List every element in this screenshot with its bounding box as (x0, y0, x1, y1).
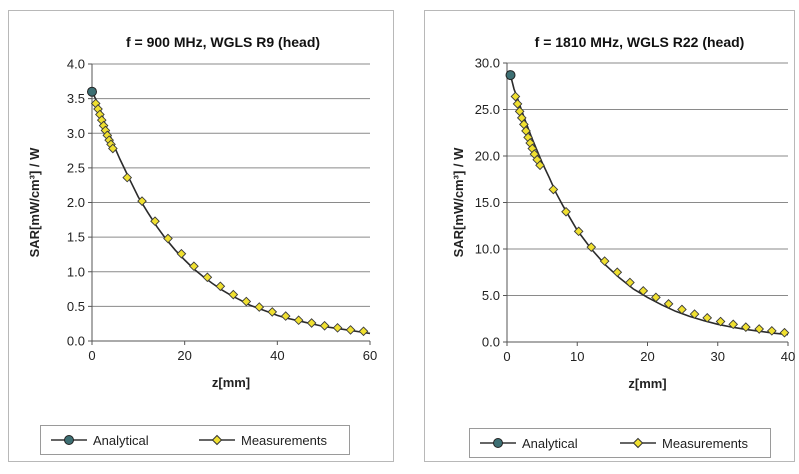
chart1-ytick-label-1: 5.0 (482, 288, 500, 303)
chart1-ytick-label-0: 0.0 (482, 335, 500, 350)
chart0-xtick-label-1: 20 (177, 348, 191, 363)
chart1-measurement-point-26 (728, 319, 739, 330)
chart0-measurement-point-17 (215, 281, 226, 292)
chart1-title: f = 1810 MHz, WGLS R22 (head) (535, 34, 745, 50)
chart0-measurement-point-24 (306, 318, 317, 328)
chart1-ytick-label-4: 20.0 (475, 149, 500, 164)
chart-1810mhz: f = 1810 MHz, WGLS R22 (head) 0.0 5.0 10.0 1… (451, 34, 795, 391)
legend-analytical-marker-icon (493, 438, 503, 448)
legend-measurements-label: Measurements (241, 433, 327, 448)
chart-panel-1810mhz: f = 1810 MHz, WGLS R22 (head) 0.0 5.0 10.0 1… (424, 10, 795, 462)
chart0-measurement-point-20 (254, 302, 265, 312)
legend-1810mhz: Analytical Measurements (469, 428, 771, 458)
chart0-measurement-point-16 (202, 272, 213, 283)
chart0-ytick-label-2: 1.0 (67, 264, 85, 279)
chart0-measurement-point-22 (280, 311, 291, 321)
chart0-measurement-point-9 (108, 143, 118, 154)
chart1-xtick-label-1: 10 (570, 349, 584, 364)
chart1-measurement-point-15 (586, 242, 597, 252)
chart0-measurement-point-26 (332, 323, 343, 333)
chart0-ytick-label-4: 2.0 (67, 195, 85, 210)
legend-swatches-1810mhz (480, 437, 656, 449)
chart1-measurement-point-12 (548, 184, 559, 195)
chart-panel-900mhz: f = 900 MHz, WGLS R9 (head) 0.0 0.5 1.0 1.5 2… (8, 10, 394, 462)
legend-measurements-label: Measurements (662, 436, 748, 451)
chart1-measurement-point-29 (767, 326, 777, 336)
chart1-xlabel: z[mm] (628, 376, 666, 391)
chart0-measurement-point-10 (122, 172, 133, 183)
legend-measurements-marker-icon (211, 434, 223, 446)
chart0-measurement-point-13 (163, 233, 173, 244)
chart1-ytick-label-2: 10.0 (475, 242, 500, 257)
chart0-xtick-label-2: 40 (270, 348, 284, 363)
chart0-series-analytical-line (91, 91, 371, 335)
chart1-measurement-point-23 (689, 309, 700, 319)
chart0-measurement-point-27 (345, 325, 356, 335)
chart1-measurement-point-24 (702, 312, 713, 323)
chart0-xtick-label-0: 0 (88, 348, 95, 363)
legend-900mhz: Analytical Measurements (40, 425, 350, 455)
chart1-measurement-point-22 (677, 304, 687, 315)
chart0-ytick-label-3: 1.5 (67, 230, 85, 245)
chart0-ytick-label-5: 2.5 (67, 160, 85, 175)
chart0-analytical-point-0 (87, 86, 97, 97)
legend-analytical-marker-icon (64, 435, 74, 445)
chart1-xtick-label-4: 40 (781, 349, 795, 364)
legend-swatches-900mhz (51, 434, 235, 446)
chart-900mhz: f = 900 MHz, WGLS R9 (head) 0.0 0.5 1.0 1.5 2… (27, 34, 377, 390)
chart0-ylabel: SAR[mW/cm³] / W (27, 147, 42, 258)
chart1-ytick-label-3: 15.0 (475, 195, 500, 210)
chart0-xtick-label-3: 60 (363, 348, 377, 363)
chart0-ytick-label-0: 0.0 (67, 334, 85, 349)
chart0-measurement-point-11 (137, 196, 147, 206)
chart1-xtick-label-3: 30 (711, 349, 725, 364)
chart1-measurement-point-11 (535, 160, 545, 171)
chart1-measurement-point-25 (715, 316, 726, 327)
chart0-measurement-point-28 (358, 326, 369, 337)
chart0-measurement-point-19 (241, 296, 252, 307)
chart0-title: f = 900 MHz, WGLS R9 (head) (126, 34, 320, 50)
chart1-measurement-point-18 (625, 277, 635, 288)
chart0-ytick-label-6: 3.0 (67, 126, 85, 141)
chart0-ytick-label-7: 3.5 (67, 91, 85, 106)
chart1-ytick-label-5: 25.0 (475, 102, 500, 117)
legend-measurements-marker-icon (632, 437, 644, 449)
chart1-ytick-label-6: 30.0 (475, 56, 500, 71)
chart0-measurement-point-12 (150, 216, 160, 227)
chart1-measurement-point-19 (638, 286, 649, 296)
chart1-xtick-label-0: 0 (503, 349, 510, 364)
chart1-measurement-point-1 (512, 99, 523, 109)
chart1-ylabel: SAR[mW/cm³] / W (451, 147, 466, 258)
chart1-measurement-point-20 (651, 292, 661, 303)
chart1-measurement-point-16 (599, 256, 610, 266)
chart0-xlabel: z[mm] (212, 375, 250, 390)
chart1-measurement-point-13 (561, 206, 571, 217)
chart0-measurement-point-21 (267, 307, 278, 317)
chart0-ytick-label-8: 4.0 (67, 57, 85, 72)
chart0-measurement-point-18 (228, 289, 239, 300)
chart0-measurement-point-14 (176, 248, 187, 259)
chart0-measurement-point-15 (189, 261, 199, 272)
chart0-measurement-point-23 (293, 315, 304, 326)
chart1-analytical-point-0 (505, 70, 516, 81)
legend-analytical-label: Analytical (93, 433, 149, 448)
chart0-ytick-label-1: 0.5 (67, 299, 85, 314)
chart1-measurement-point-21 (663, 299, 674, 309)
chart0-measurement-point-25 (319, 320, 330, 331)
chart1-measurement-point-17 (612, 267, 623, 278)
chart1-measurement-point-30 (779, 327, 790, 338)
chart1-xtick-label-2: 20 (640, 349, 654, 364)
chart1-measurement-point-14 (573, 226, 584, 237)
legend-analytical-label: Analytical (522, 436, 578, 451)
chart1-measurement-point-27 (741, 322, 751, 332)
chart1-measurement-point-0 (510, 91, 521, 102)
chart1-measurement-point-28 (754, 324, 765, 334)
